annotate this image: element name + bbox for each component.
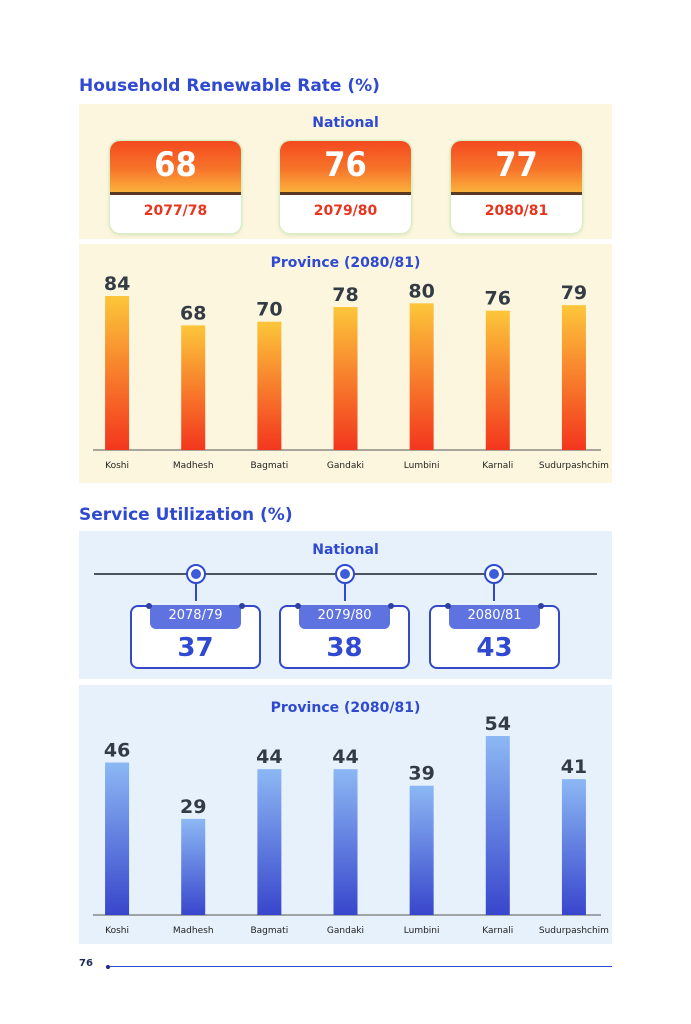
bar-value-label: 84 [104,273,130,295]
bar-value-label: 39 [408,763,434,785]
service-national-label: National [312,542,379,558]
service-province-panel: Province (2080/81) 46 Koshi 29 Madhesh 44 Bag… [79,685,612,944]
category-label: Bagmati [250,926,288,936]
service-national-card-2078-79: 2078/79 37 [130,603,261,669]
national-value: 77 [495,145,538,185]
bar-value-label: 41 [561,756,587,778]
service-national-card-2080-81: 2080/81 43 [429,603,560,669]
category-label: Gandaki [327,926,364,936]
card-header [280,141,411,195]
footer-rule [110,966,612,967]
bar-karnali [485,310,510,450]
bar-value-label: 54 [485,713,511,735]
renewable-section-title: Household Renewable Rate (%) [79,76,380,96]
bar-value-label: 70 [256,299,282,321]
timeline-node [484,564,504,584]
footer-dot [106,965,110,969]
category-label: Koshi [105,461,129,471]
bar-lumbini [409,785,434,915]
bar-value-label: 79 [561,282,587,304]
bar-sudurpashchim [561,305,586,450]
renewable-national-card-2079-80: 76 2079/80 [280,141,411,233]
bar-value-label: 46 [104,740,130,762]
timeline-stem [493,584,495,601]
national-value: 76 [324,145,367,185]
timeline-node [335,564,355,584]
service-province-label: Province (2080/81) [270,700,421,716]
timeline-stem [195,584,197,601]
bar-karnali [485,736,510,915]
bar-koshi [105,762,130,915]
bar-value-label: 78 [332,284,358,306]
national-year: 2079/80 [313,203,378,219]
category-label: Madhesh [173,461,214,471]
renewable-national-card-2080-81: 77 2080/81 [451,141,582,233]
bar-value-label: 44 [256,746,282,768]
service-national-card-2079-80: 2079/80 38 [279,603,410,669]
bar-koshi [105,296,130,450]
bar-gandaki [333,307,358,450]
bar-sudurpashchim [561,779,586,915]
renewable-province-panel: Province (2080/81) 84 Koshi 68 Madhesh 70 Bag… [79,244,612,483]
bar-lumbini [409,303,434,450]
bar-madhesh [181,818,206,915]
card-header [451,141,582,195]
national-year: 2079/80 [295,603,394,629]
bar-value-label: 29 [180,796,206,818]
bar-value-label: 80 [408,280,434,302]
service-national-panel: National 2078/79 37 2079/80 38 2080/81 4… [79,531,612,679]
bar-bagmati [257,321,282,450]
category-label: Lumbini [404,461,440,471]
renewable-national-panel: National 68 2077/78 76 2079/80 77 2080/8… [79,104,612,239]
category-label: Karnali [482,926,513,936]
category-label: Sudurpashchim [539,926,609,936]
national-year: 2077/78 [143,203,208,219]
service-province-chart: 46 Koshi 29 Madhesh 44 Bagmati 44 Gandaki 39 Lumb… [93,713,609,936]
category-label: Madhesh [173,926,214,936]
bar-bagmati [257,769,282,915]
timeline-stem [344,584,346,601]
service-section-title: Service Utilization (%) [79,505,293,525]
renewable-national-label: National [312,115,379,131]
national-value: 68 [154,145,197,185]
renewable-province-chart: 84 Koshi 68 Madhesh 70 Bagmati 78 Gandaki 80 Lumb… [93,273,609,471]
timeline-node [186,564,206,584]
national-value: 38 [326,633,363,663]
national-value: 43 [476,633,513,663]
bar-value-label: 76 [485,288,511,310]
category-label: Karnali [482,461,513,471]
card-header [110,141,241,195]
national-year: 2080/81 [445,603,544,629]
bar-gandaki [333,769,358,915]
renewable-national-card-2077-78: 68 2077/78 [110,141,241,233]
category-label: Sudurpashchim [539,461,609,471]
category-label: Bagmati [250,461,288,471]
category-label: Gandaki [327,461,364,471]
category-label: Lumbini [404,926,440,936]
bar-madhesh [181,325,206,450]
page-number: 76 [79,958,93,969]
bar-value-label: 68 [180,302,206,324]
category-label: Koshi [105,926,129,936]
national-year: 2078/79 [146,603,245,629]
national-year: 2080/81 [484,203,549,219]
bar-value-label: 44 [332,746,358,768]
renewable-province-label: Province (2080/81) [270,255,421,271]
national-value: 37 [177,633,214,663]
